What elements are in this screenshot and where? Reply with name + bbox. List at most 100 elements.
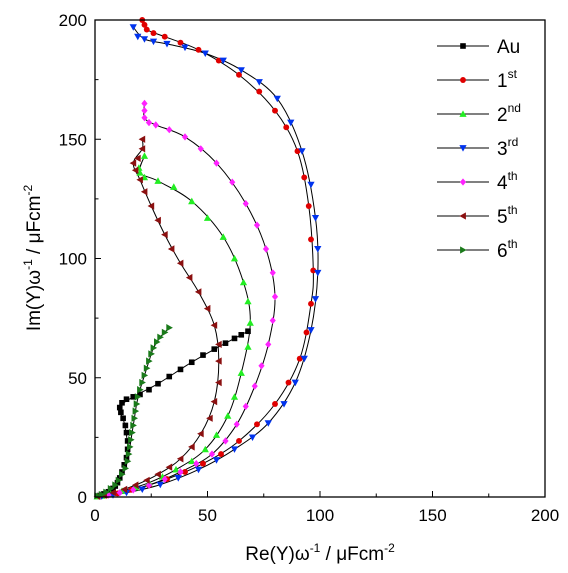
data-point-s6-2 — [103, 488, 110, 496]
data-point-s0-17 — [122, 422, 129, 429]
plot-frame — [94, 19, 546, 498]
data-point-s0-26 — [155, 380, 161, 387]
y-axis-title: Im(Y)ω-1 / μFcm-2 — [21, 185, 45, 332]
data-point-s3-29 — [149, 38, 158, 46]
data-point-s1-8 — [218, 451, 224, 458]
data-point-s5-13 — [215, 378, 222, 387]
data-point-s5-8 — [176, 455, 184, 463]
data-point-s0-33 — [231, 335, 238, 342]
data-point-s3-26 — [201, 50, 209, 57]
data-point-s3-15 — [311, 296, 320, 303]
data-point-s6-26 — [157, 333, 164, 341]
data-point-s1-10 — [254, 421, 260, 428]
series-markers — [93, 17, 322, 500]
data-point-s1-17 — [308, 236, 314, 243]
data-point-s1-30 — [143, 26, 150, 33]
data-point-s2-23 — [154, 177, 162, 184]
data-point-s0-19 — [118, 409, 124, 416]
data-point-s5-23 — [154, 216, 161, 224]
series-line-6 — [94, 327, 170, 498]
data-point-s3-27 — [181, 44, 189, 52]
data-point-s5-15 — [215, 340, 222, 348]
data-point-s4-30 — [141, 99, 148, 108]
data-point-s2-16 — [244, 297, 252, 305]
data-point-s5-14 — [215, 357, 222, 365]
x-tick-label: 50 — [198, 506, 217, 525]
data-point-s0-32 — [222, 340, 229, 346]
data-point-s3-19 — [307, 181, 315, 189]
data-point-s5-7 — [165, 463, 173, 471]
data-point-s5-2 — [109, 489, 116, 497]
data-point-s1-25 — [215, 57, 222, 64]
data-point-s3-3 — [138, 486, 146, 493]
data-point-s4-18 — [262, 245, 270, 253]
data-point-s3-25 — [219, 57, 227, 65]
data-point-s3-31 — [134, 33, 142, 41]
data-point-s4-15 — [269, 316, 276, 325]
data-point-s3-18 — [311, 215, 320, 222]
data-point-s0-34 — [238, 332, 245, 338]
data-point-s1-21 — [283, 124, 290, 131]
data-point-s3-10 — [264, 420, 272, 427]
data-point-s6-7 — [122, 464, 129, 472]
data-point-s1-26 — [195, 46, 202, 53]
legend-marker-3 — [459, 145, 467, 152]
data-point-s4-12 — [251, 382, 258, 390]
data-point-s5-20 — [176, 259, 184, 267]
data-point-s5-16 — [210, 321, 218, 329]
legend-label-5: 5th — [497, 203, 518, 228]
data-point-s3-12 — [291, 379, 299, 387]
data-point-s5-30 — [138, 145, 146, 153]
data-point-s0-12 — [121, 462, 128, 468]
data-point-s4-28 — [141, 114, 148, 122]
data-point-s3-13 — [300, 355, 308, 363]
data-point-s3-7 — [212, 457, 221, 464]
data-point-s1-22 — [272, 107, 278, 114]
data-point-s4-16 — [271, 293, 279, 301]
data-point-s4-4 — [145, 481, 153, 489]
data-point-s1-15 — [308, 300, 314, 307]
data-point-s0-13 — [123, 454, 130, 461]
data-point-s2-8 — [188, 457, 196, 465]
data-point-s0-18 — [120, 415, 126, 422]
data-point-s4-13 — [258, 362, 265, 370]
data-point-s5-22 — [161, 231, 168, 239]
data-point-s4-24 — [181, 133, 189, 141]
data-point-s4-19 — [253, 221, 261, 229]
data-point-s6-17 — [134, 393, 142, 401]
data-point-s3-24 — [237, 67, 245, 74]
data-point-s5-4 — [131, 481, 139, 489]
legend-label-6: 6th — [497, 237, 518, 262]
data-point-s4-7 — [193, 460, 200, 468]
data-point-s2-20 — [203, 214, 212, 221]
data-point-s2-10 — [212, 431, 221, 438]
data-point-s4-23 — [197, 145, 204, 153]
legend-marker-2 — [459, 110, 467, 117]
tick-labels: 0 50 100 150 200 0 50 100 150 200 — [59, 11, 560, 525]
data-point-s3-8 — [230, 446, 239, 453]
data-point-s2-9 — [201, 445, 209, 453]
data-point-s2-7 — [172, 465, 180, 473]
data-point-s6-20 — [141, 371, 149, 379]
data-point-s5-12 — [210, 398, 218, 406]
data-point-s4-1 — [105, 491, 112, 499]
data-point-s2-14 — [244, 343, 252, 350]
data-point-s4-3 — [130, 486, 137, 494]
y-tick-label: 100 — [59, 250, 87, 269]
data-point-s5-11 — [206, 414, 213, 422]
data-point-s5-18 — [194, 288, 202, 296]
data-point-s5-19 — [185, 273, 193, 282]
data-point-s6-4 — [112, 481, 119, 489]
data-point-s3-20 — [298, 148, 306, 155]
data-point-s1-12 — [285, 379, 292, 386]
y-tick-label: 200 — [59, 11, 87, 30]
data-point-s0-23 — [130, 394, 137, 400]
data-point-s4-20 — [242, 200, 249, 208]
y-tick-label: 150 — [59, 130, 87, 149]
x-tick-label: 0 — [90, 506, 99, 525]
y-tick-label: 0 — [78, 488, 87, 507]
data-point-s1-27 — [177, 39, 184, 46]
data-point-s6-22 — [146, 357, 153, 365]
data-point-s3-16 — [314, 269, 322, 277]
